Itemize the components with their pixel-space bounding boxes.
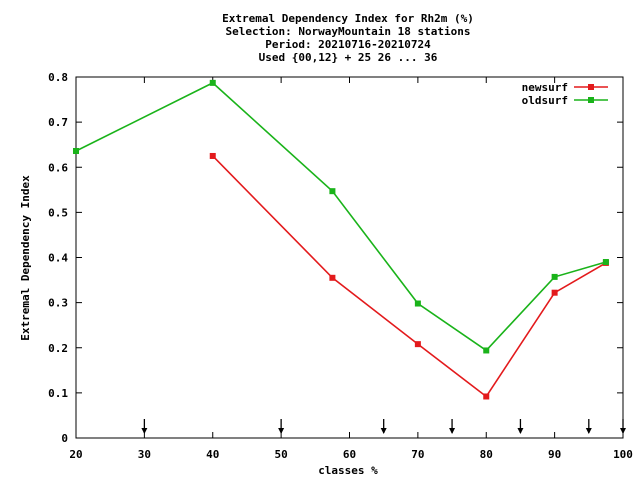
y-axis: 0 0.1 0.2 0.3 0.4 0.5 0.6 0.7 0.8 bbox=[48, 71, 623, 445]
plot-area-frame bbox=[75, 76, 624, 439]
arrow-head bbox=[517, 428, 524, 434]
arrow-head bbox=[141, 428, 148, 434]
y-tick-label: 0.5 bbox=[48, 206, 68, 219]
title-line-3: Period: 20210716-20210724 bbox=[265, 38, 431, 51]
arrow-head bbox=[380, 428, 387, 434]
down-arrow-icon bbox=[380, 419, 387, 434]
down-arrow-icon bbox=[517, 419, 524, 434]
y-tick-label: 0.2 bbox=[48, 342, 68, 355]
data-point bbox=[209, 152, 216, 159]
data-point bbox=[551, 289, 558, 296]
title-line-1: Extremal Dependency Index for Rh2m (%) bbox=[222, 12, 474, 25]
y-tick-label: 0 bbox=[61, 432, 68, 445]
x-tick-label: 70 bbox=[411, 448, 424, 461]
y-tick-label: 0.7 bbox=[48, 116, 68, 129]
y-tick-label: 0.1 bbox=[48, 387, 68, 400]
data-point bbox=[209, 79, 216, 86]
series-oldsurf bbox=[73, 79, 609, 354]
arrow-head bbox=[278, 428, 285, 434]
y-tick-label: 0.3 bbox=[48, 297, 68, 310]
legend-label: oldsurf bbox=[522, 94, 568, 107]
down-arrow-icon bbox=[449, 419, 456, 434]
x-axis: 20 30 40 50 60 70 80 90 100 bbox=[69, 77, 633, 461]
series-line bbox=[212, 155, 607, 398]
x-tick-label: 80 bbox=[480, 448, 493, 461]
x-tick-label: 60 bbox=[343, 448, 356, 461]
x-axis-label: classes % bbox=[318, 464, 378, 477]
x-tick-label: 100 bbox=[613, 448, 633, 461]
x-tick-label: 50 bbox=[275, 448, 288, 461]
data-point bbox=[483, 347, 490, 354]
data-point bbox=[414, 341, 421, 348]
x-tick-label: 90 bbox=[548, 448, 561, 461]
y-axis-label: Extremal Dependency Index bbox=[19, 175, 32, 341]
data-point bbox=[551, 273, 558, 280]
chart-title: Extremal Dependency Index for Rh2m (%) S… bbox=[222, 12, 474, 64]
series-newsurf bbox=[209, 152, 609, 400]
data-point bbox=[329, 188, 336, 195]
data-point bbox=[73, 148, 79, 155]
series-layer bbox=[73, 79, 609, 400]
legend-swatch-point bbox=[588, 84, 594, 90]
series-line bbox=[75, 81, 607, 352]
down-arrow-icon bbox=[278, 419, 285, 434]
y-tick-label: 0.8 bbox=[48, 71, 68, 84]
legend-label: newsurf bbox=[522, 81, 568, 94]
data-point bbox=[329, 274, 336, 281]
data-point bbox=[602, 259, 609, 266]
x-tick-label: 20 bbox=[69, 448, 82, 461]
down-arrow-icon bbox=[141, 419, 148, 434]
y-tick-label: 0.6 bbox=[48, 161, 68, 174]
x-tick-label: 30 bbox=[138, 448, 151, 461]
y-tick-label: 0.4 bbox=[48, 252, 68, 265]
arrow-head bbox=[585, 428, 592, 434]
data-point bbox=[483, 393, 490, 400]
x-tick-label: 40 bbox=[206, 448, 219, 461]
down-arrow-icon bbox=[620, 419, 626, 434]
title-line-2: Selection: NorwayMountain 18 stations bbox=[225, 25, 470, 38]
data-point bbox=[414, 300, 421, 307]
arrow-head bbox=[449, 428, 456, 434]
legend-swatch-point bbox=[588, 97, 594, 103]
down-arrow-icon bbox=[585, 419, 592, 434]
arrow-head bbox=[620, 428, 626, 434]
class-arrow-markers bbox=[141, 419, 626, 434]
title-line-4: Used {00,12} + 25 26 ... 36 bbox=[259, 51, 438, 64]
